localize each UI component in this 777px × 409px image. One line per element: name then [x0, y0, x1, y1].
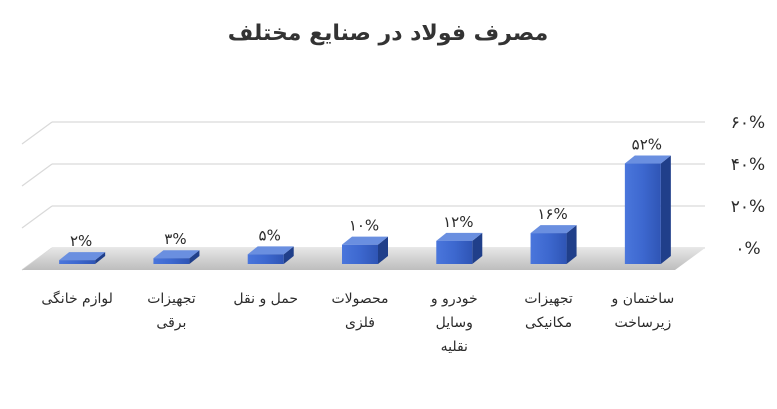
y-tick-label: ۰%	[735, 239, 760, 259]
bar	[153, 250, 200, 264]
bar	[530, 225, 577, 264]
category-label: حمل و نقل	[233, 291, 298, 307]
bars	[59, 155, 671, 264]
y-tick-label: ۶۰%	[731, 113, 765, 133]
data-label: ۱۶%	[537, 205, 567, 223]
data-label: ۳%	[164, 230, 186, 248]
bar	[247, 246, 294, 264]
bar-front	[59, 260, 96, 264]
data-label: ۲%	[70, 232, 92, 250]
category-label: وسایل	[436, 315, 473, 331]
bar-side	[660, 155, 671, 264]
bar	[624, 155, 671, 264]
data-labels: ۵۲% ۱۶% ۱۲% ۱۰% ۵% ۳% ۲%	[70, 136, 662, 251]
bar-front	[530, 233, 567, 264]
bar-side	[283, 246, 294, 264]
y-axis-ticks: ۰% ۲۰% ۴۰% ۶۰%	[731, 113, 765, 259]
bar-front	[624, 163, 661, 264]
bar-top	[153, 250, 200, 259]
bar-top	[247, 246, 294, 255]
category-label: محصولات	[331, 291, 388, 307]
data-label: ۵%	[259, 226, 281, 244]
bar-side	[378, 236, 388, 264]
category-label: نقلیه	[441, 339, 468, 355]
category-label: مکانیکی	[525, 315, 572, 331]
data-label: ۱۰%	[349, 217, 379, 235]
bar-side	[189, 250, 200, 264]
category-label: زیرساخت	[614, 315, 671, 331]
bar-front	[342, 244, 378, 264]
bar-side	[566, 225, 577, 264]
category-label: برقی	[156, 315, 186, 331]
bar	[59, 252, 106, 264]
category-labels: ساختمان و زیرساخت تجهیزات مکانیکی خودرو و وسا…	[41, 290, 674, 355]
bar-top	[624, 155, 671, 164]
category-label: فلزی	[345, 315, 375, 331]
bar-front	[436, 240, 473, 264]
bar-side	[472, 232, 483, 264]
bar-front	[247, 254, 284, 264]
y-tick-label: ۲۰%	[731, 197, 765, 217]
data-label: ۵۲%	[632, 136, 662, 154]
bar	[342, 236, 388, 264]
category-label: ساختمان و	[610, 291, 674, 307]
gridline-side	[21, 205, 53, 229]
gridline-side	[21, 121, 53, 145]
data-label: ۱۲%	[443, 213, 473, 231]
bar-top	[436, 232, 483, 241]
chart-title: مصرف فولاد در صنایع مختلف	[228, 21, 548, 46]
bar-top	[59, 252, 106, 261]
bar-front	[153, 258, 190, 264]
category-label: لوازم خانگی	[41, 290, 112, 307]
category-label: تجهیزات	[147, 291, 196, 307]
category-label: تجهیزات	[524, 291, 573, 307]
bar-side	[95, 252, 106, 264]
bar-top	[530, 225, 577, 234]
category-label: خودرو و	[430, 291, 478, 307]
gridline-side	[21, 163, 53, 187]
bar-top	[342, 236, 388, 245]
bar	[436, 232, 483, 264]
y-tick-label: ۴۰%	[731, 155, 765, 175]
